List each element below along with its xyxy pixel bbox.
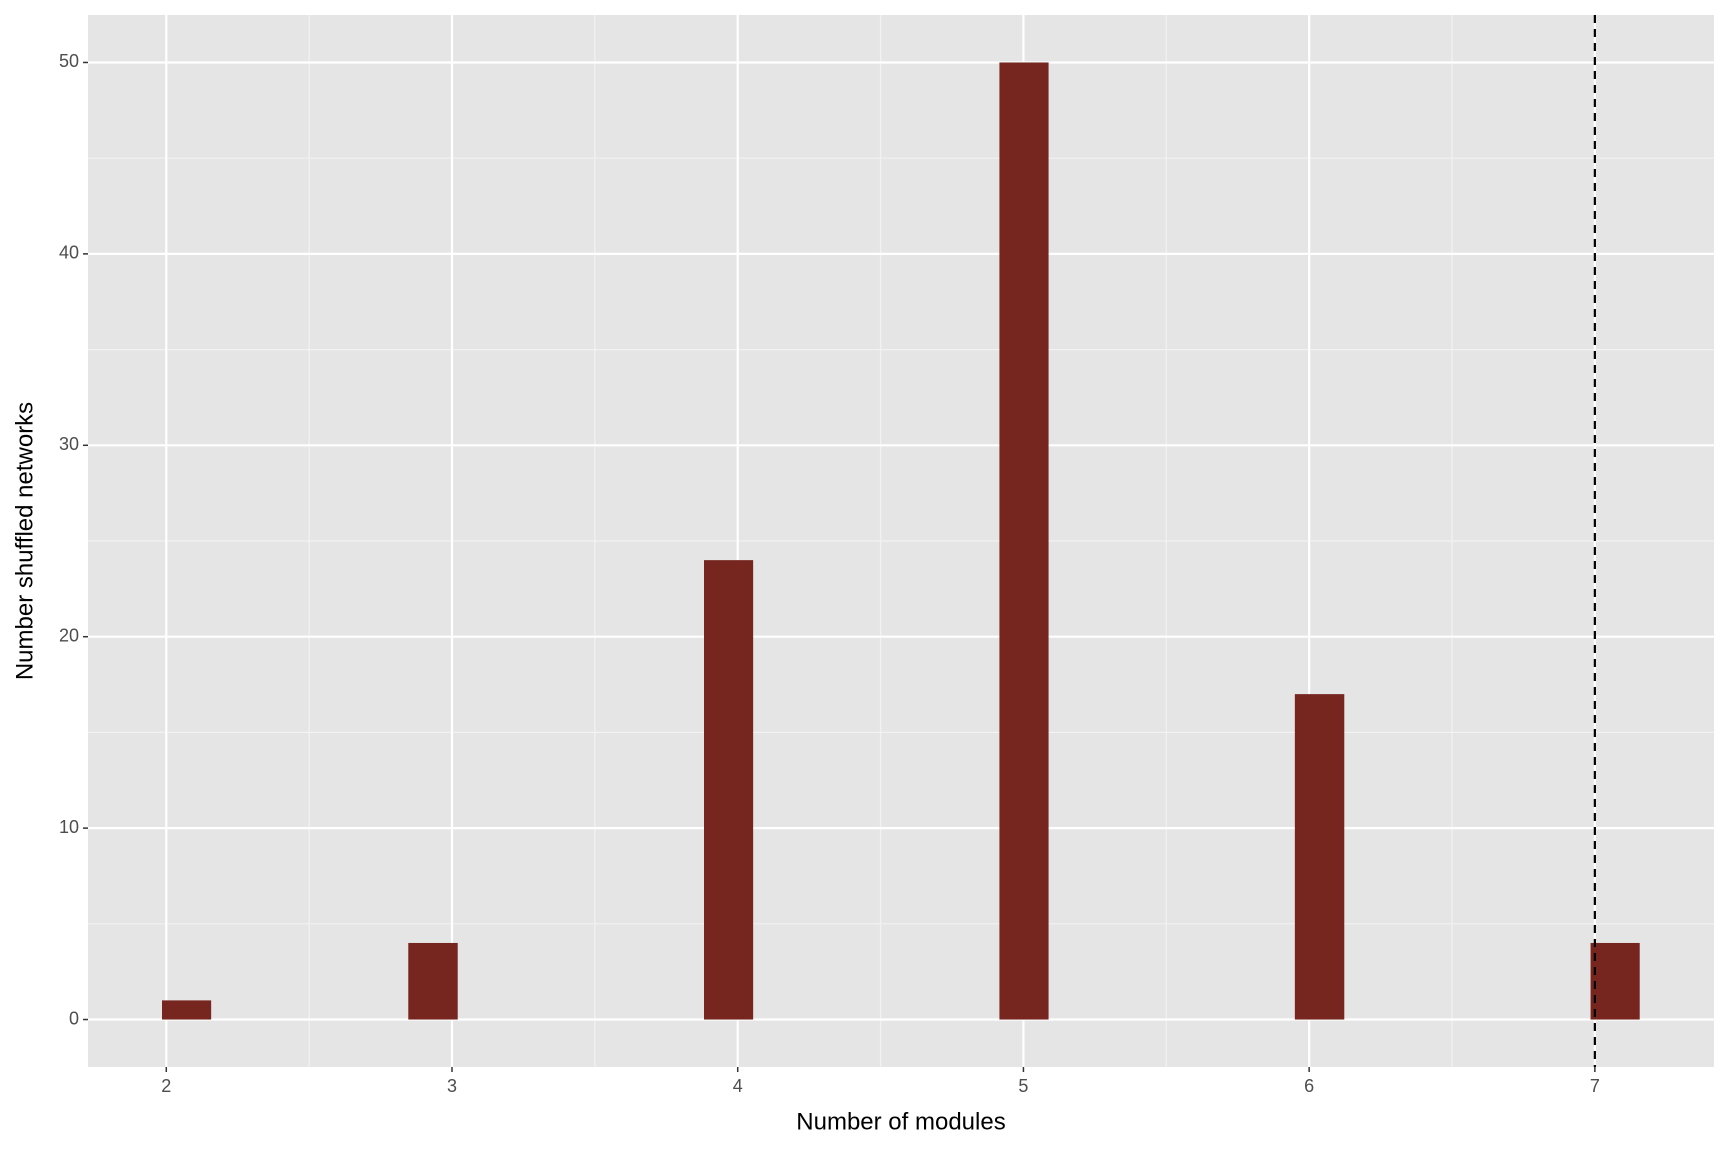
- x-tick-label: 6: [1304, 1076, 1314, 1096]
- y-tick-label: 20: [59, 625, 79, 645]
- y-axis-title: Number shuffled networks: [11, 402, 38, 680]
- bar: [999, 62, 1049, 1020]
- bar: [162, 1000, 212, 1020]
- y-tick-label: 50: [59, 51, 79, 71]
- bar: [704, 560, 754, 1020]
- x-axis-title: Number of modules: [796, 1108, 1005, 1135]
- x-tick-label: 2: [161, 1076, 171, 1096]
- y-tick-label: 0: [69, 1008, 79, 1028]
- x-tick-label: 4: [733, 1076, 743, 1096]
- x-tick-label: 3: [447, 1076, 457, 1096]
- bar: [1294, 694, 1345, 1020]
- y-tick-label: 10: [59, 817, 79, 837]
- bar: [408, 942, 458, 1020]
- y-tick-label: 30: [59, 434, 79, 454]
- x-tick-label: 7: [1590, 1076, 1600, 1096]
- x-tick-label: 5: [1018, 1076, 1028, 1096]
- y-tick-label: 40: [59, 243, 79, 263]
- bar: [1590, 942, 1640, 1020]
